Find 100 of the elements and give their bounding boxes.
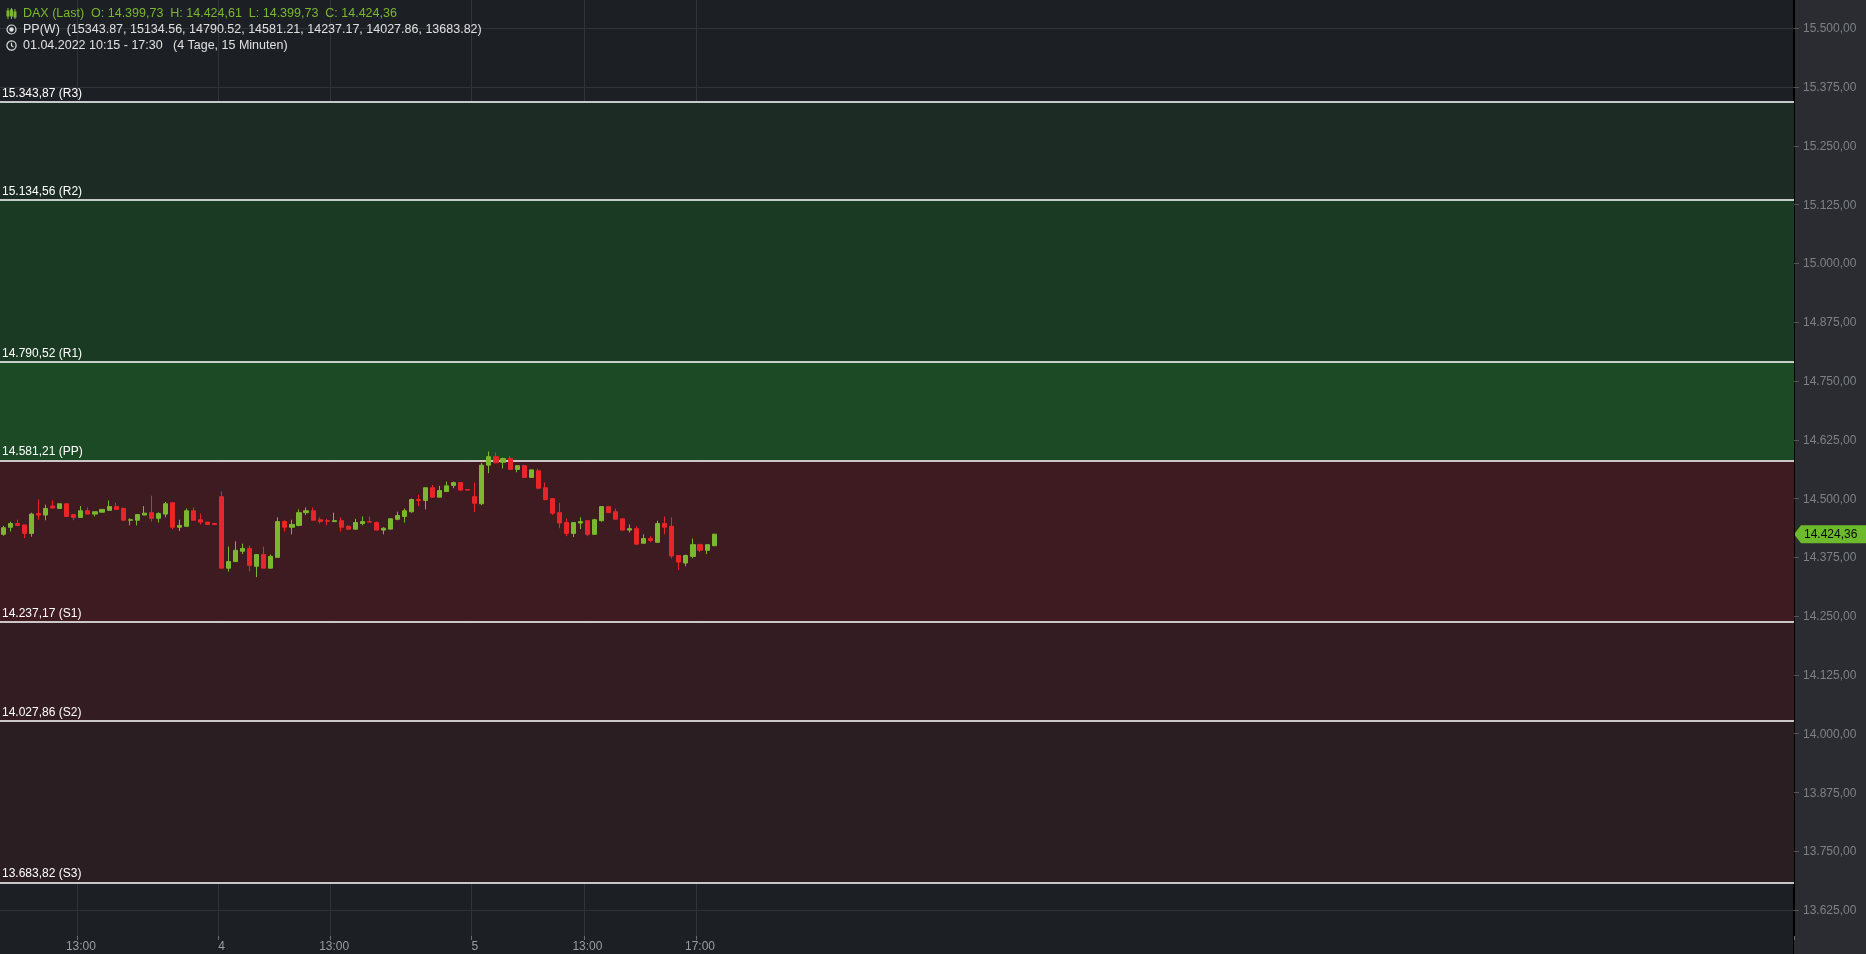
candlestick — [662, 515, 667, 535]
candlestick — [529, 469, 534, 478]
candlestick — [149, 495, 154, 523]
candlestick — [15, 519, 20, 527]
candlestick — [641, 533, 646, 544]
y-tick-label: 15.250,00 — [1803, 138, 1857, 153]
x-tick-label: 13:00 — [319, 939, 350, 953]
candlestick — [690, 538, 696, 559]
y-tick-label: 14.375,00 — [1803, 550, 1857, 565]
ref-line-label: 15.343,87 (R3) — [2, 85, 83, 100]
candlestick — [219, 491, 224, 569]
candlestick — [606, 506, 611, 514]
candlestick — [1, 525, 6, 537]
candlestick — [170, 501, 175, 530]
candlestick — [381, 526, 386, 535]
y-tick-label: 13.750,00 — [1803, 844, 1857, 859]
y-tick-label: 14.000,00 — [1803, 726, 1857, 741]
candlestick — [571, 522, 576, 538]
candlestick — [444, 481, 449, 493]
candlestick — [114, 502, 119, 510]
candlestick — [198, 513, 203, 525]
candlestick — [430, 484, 435, 498]
candlestick — [247, 545, 252, 572]
candlestick — [557, 502, 562, 529]
candlestick — [585, 520, 590, 537]
candlestick — [346, 524, 351, 531]
candlestick — [177, 519, 182, 532]
candlestick — [423, 487, 428, 510]
ref-line-label: 15.134,56 (R2) — [2, 184, 83, 199]
candlestick — [156, 511, 161, 524]
candlestick — [550, 498, 555, 516]
candlestick — [275, 516, 280, 558]
candlestick — [578, 516, 583, 530]
y-tick-label: 14.250,00 — [1803, 609, 1857, 624]
candlestick — [697, 543, 703, 553]
candlestick — [184, 507, 189, 527]
y-tick-label: 14.625,00 — [1803, 432, 1857, 447]
candlestick — [135, 514, 140, 526]
candlestick — [564, 517, 569, 537]
candlestick — [712, 533, 717, 547]
candlestick — [43, 504, 48, 521]
candlestick — [416, 494, 421, 507]
x-tick-label: 5 — [471, 939, 479, 953]
candlestick — [500, 457, 506, 469]
candlestick — [536, 467, 541, 490]
candlestick — [515, 465, 520, 473]
x-tick-label: 4 — [218, 939, 226, 953]
y-tick-label: 14.500,00 — [1803, 491, 1857, 506]
y-tick-label: 15.125,00 — [1803, 197, 1857, 212]
candlestick — [388, 518, 393, 530]
candlestick — [29, 512, 34, 538]
y-tick-label: 13.625,00 — [1803, 903, 1857, 918]
candlestick — [36, 499, 41, 521]
y-tick-label: 14.750,00 — [1803, 373, 1857, 388]
candlestick — [128, 517, 133, 526]
candlestick — [508, 455, 513, 470]
candlestick — [592, 518, 597, 535]
candlestick — [402, 507, 407, 524]
candlestick — [50, 499, 55, 509]
candlestick — [634, 525, 639, 545]
ref-line-label: 14.581,21 (PP) — [2, 444, 83, 459]
candlestick — [163, 501, 168, 518]
candlestick — [479, 462, 484, 506]
annotation: 01.04.2022 10:15 - 17:30 (4 Tage, 15 Minuten) — [23, 37, 288, 53]
candlestick — [254, 554, 259, 578]
y-tick-label: 14.125,00 — [1803, 667, 1857, 682]
candlestick — [543, 482, 548, 501]
y-tick-label: 15.000,00 — [1803, 256, 1857, 271]
x-tick-label: 13:00 — [572, 939, 603, 953]
ref-line-label: 14.790,52 (R1) — [2, 345, 83, 360]
candlestick — [437, 485, 442, 498]
candlestick — [332, 512, 337, 523]
candlestick — [261, 546, 266, 569]
candlestick — [233, 540, 238, 563]
candlestick — [522, 464, 527, 478]
candlestick — [599, 506, 604, 523]
candlestick — [107, 499, 112, 511]
y-tick-label: 15.375,00 — [1803, 80, 1857, 95]
candlestick — [669, 516, 674, 559]
y-tick-label: 13.875,00 — [1803, 785, 1857, 800]
ref-line-label: 14.027,86 (S2) — [2, 704, 82, 719]
candlestick — [311, 507, 316, 521]
text: DAX (Last) O: 14.399,73 H: 14.424,61 L: 14.399,73 C: 14.424,36 — [23, 5, 397, 21]
candlestick — [613, 507, 618, 520]
candlestick — [676, 554, 681, 571]
candlestick — [268, 554, 273, 569]
candlestick — [71, 514, 76, 521]
candlestick — [205, 521, 210, 525]
candlestick — [458, 482, 463, 491]
candlestick — [705, 544, 710, 555]
candlestick — [318, 516, 323, 524]
candlestick — [353, 518, 358, 530]
x-tick-label: 13:00 — [65, 939, 97, 953]
candlestick — [121, 507, 126, 521]
candlestick — [22, 524, 27, 539]
y-tick-label: 15.500,00 — [1803, 21, 1857, 36]
candlestick — [142, 505, 147, 516]
candlestick — [451, 481, 456, 489]
ref-line-label: 13.683,82 (S3) — [2, 866, 82, 881]
candlestick — [78, 505, 83, 518]
